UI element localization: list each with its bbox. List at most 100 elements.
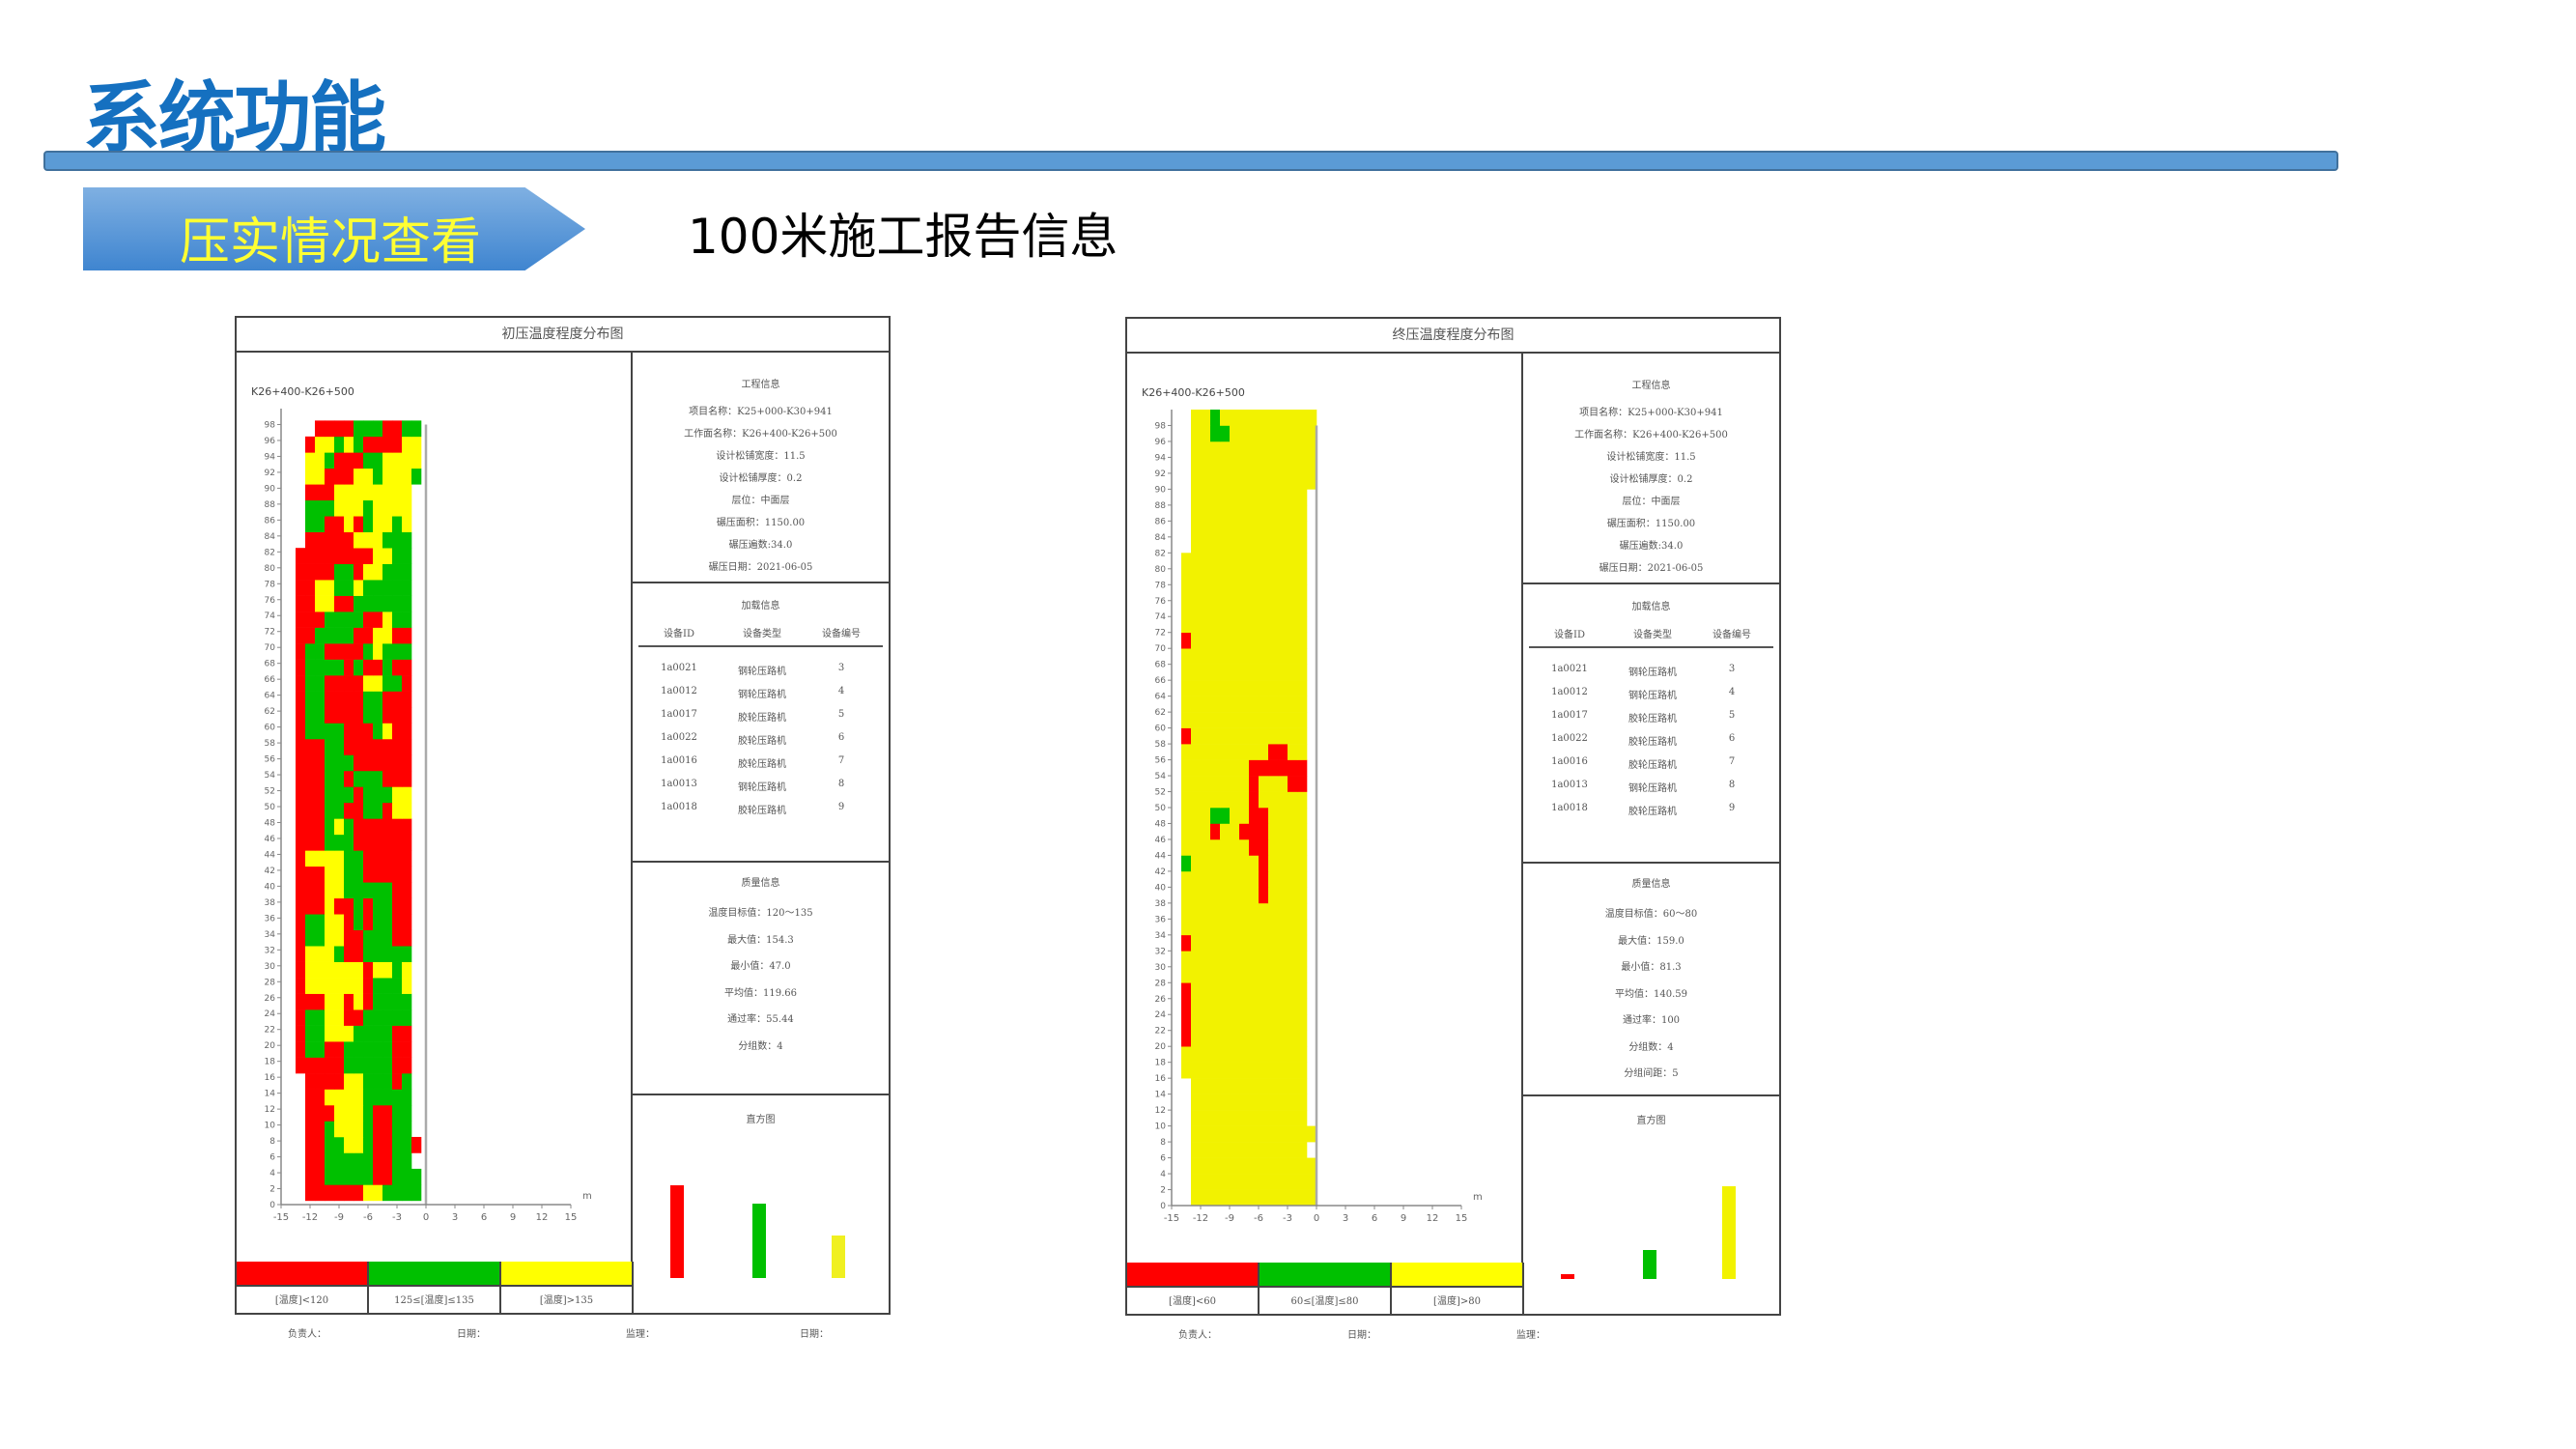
- equipment-cell: 1a0021: [661, 663, 697, 673]
- heatmap-cell: [1259, 902, 1269, 920]
- quality-info-line: 分组间距：5: [1624, 1068, 1679, 1079]
- heatmap-cell: [296, 675, 306, 692]
- equipment-info-heading: 加载信息: [1631, 602, 1671, 612]
- heatmap-cell: [1288, 838, 1298, 856]
- heatmap-cell: [1259, 823, 1269, 840]
- heatmap-cell: [373, 1057, 383, 1074]
- heatmap-cell: [1210, 982, 1221, 1000]
- equipment-cell: 胶轮压路机: [738, 713, 786, 724]
- heatmap-cell: [402, 1121, 412, 1138]
- x-unit-label: m: [582, 1191, 592, 1202]
- heatmap-cell: [315, 484, 326, 501]
- heatmap-cell: [382, 468, 393, 485]
- heatmap-cell: [402, 468, 412, 485]
- heatmap-cell: [315, 1009, 326, 1026]
- heatmap-cell: [1201, 1046, 1211, 1063]
- heatmap-cell: [363, 866, 374, 883]
- equipment-cell: 8: [1728, 780, 1736, 790]
- x-tick-label: 12: [536, 1212, 549, 1223]
- heatmap-cell: [1239, 648, 1250, 665]
- heatmap-cell: [1249, 584, 1260, 602]
- heatmap-cell: [1220, 759, 1231, 777]
- heatmap-cell: [325, 691, 335, 708]
- heatmap-cell: [1268, 759, 1279, 777]
- heatmap-cell: [392, 452, 403, 469]
- heatmap-cell: [1259, 855, 1269, 872]
- x-tick-label: 3: [1343, 1213, 1348, 1224]
- heatmap-cell: [392, 1025, 403, 1042]
- heatmap-cell: [373, 516, 383, 533]
- heatmap-cell: [325, 802, 335, 819]
- heatmap-cell: [1249, 568, 1260, 585]
- heatmap-cell: [1249, 425, 1260, 442]
- heatmap-cell: [382, 723, 393, 740]
- equipment-cell: 胶轮压路机: [1628, 807, 1677, 817]
- heatmap-cell: [1181, 648, 1192, 665]
- heatmap-cell: [344, 499, 354, 517]
- heatmap-cell: [1297, 808, 1308, 824]
- heatmap-cell: [373, 914, 383, 931]
- heatmap-cell: [382, 420, 393, 438]
- heatmap-cell: [1249, 457, 1260, 474]
- quality-info-line: 最大值：159.0: [1618, 935, 1684, 947]
- heatmap-cell: [1288, 472, 1298, 490]
- heatmap-cell: [1220, 568, 1231, 585]
- heatmap-cell: [1201, 584, 1211, 602]
- heatmap-cell: [1259, 410, 1269, 426]
- heatmap-cell: [1239, 472, 1250, 490]
- equipment-cell: 钢轮压路机: [738, 690, 786, 700]
- heatmap-cell: [1201, 600, 1211, 617]
- heatmap-cell: [1278, 1157, 1288, 1175]
- heatmap-cell: [315, 770, 326, 787]
- heatmap-cell: [373, 436, 383, 453]
- heatmap-cell: [1230, 425, 1240, 442]
- heatmap-cell: [1201, 759, 1211, 777]
- heatmap-cell: [334, 707, 345, 724]
- histogram-section: 直方图: [633, 1094, 889, 1315]
- heatmap-cell: [344, 929, 354, 947]
- heatmap-cell: [334, 978, 345, 994]
- heatmap-cell: [363, 563, 374, 581]
- heatmap-cell: [325, 1041, 335, 1058]
- heatmap-cell: [363, 484, 374, 501]
- equipment-cell: 5: [1728, 710, 1736, 721]
- project-info-line: 工作面名称：K26+400-K26+500: [1574, 430, 1728, 440]
- y-tick-label: 80: [1155, 565, 1167, 575]
- heatmap-cell: [1220, 553, 1231, 570]
- heatmap-cell: [315, 420, 326, 438]
- heatmap-cell: [296, 563, 306, 581]
- heatmap-cell: [1259, 808, 1269, 824]
- heatmap-cell: [1210, 1094, 1221, 1111]
- heatmap-cell: [1268, 584, 1279, 602]
- heatmap-cell: [1278, 1062, 1288, 1079]
- heatmap-cell: [392, 723, 403, 740]
- heatmap-cell: [1210, 664, 1221, 681]
- heatmap-cell: [1201, 838, 1211, 856]
- heatmap-cell: [1249, 1030, 1260, 1047]
- heatmap-cell: [354, 897, 364, 915]
- legend-swatch: [237, 1262, 369, 1287]
- heatmap-cell: [1278, 440, 1288, 458]
- heatmap-cell: [382, 818, 393, 836]
- heatmap-cell: [325, 675, 335, 692]
- heatmap-cell: [1297, 838, 1308, 856]
- heatmap-cell: [344, 659, 354, 676]
- heatmap-cell: [325, 978, 335, 994]
- heatmap-cell: [344, 754, 354, 772]
- heatmap-cell: [1268, 664, 1279, 681]
- heatmap-cell: [1297, 791, 1308, 809]
- y-tick-label: 54: [1155, 772, 1167, 781]
- heatmap-cell: [334, 1025, 345, 1042]
- heatmap-cell: [305, 707, 316, 724]
- heatmap-cell: [315, 1168, 326, 1185]
- heatmap-cell: [1220, 712, 1231, 728]
- heatmap-cell: [296, 786, 306, 804]
- heatmap-cell: [354, 946, 364, 962]
- heatmap-cell: [1201, 489, 1211, 506]
- heatmap-cell: [373, 1105, 383, 1122]
- heatmap-cell: [1220, 1142, 1231, 1158]
- equipment-cell: 1a0021: [1551, 664, 1588, 674]
- heatmap-cell: [1297, 457, 1308, 474]
- y-tick-label: 42: [265, 867, 275, 876]
- histogram-bar: [670, 1185, 684, 1278]
